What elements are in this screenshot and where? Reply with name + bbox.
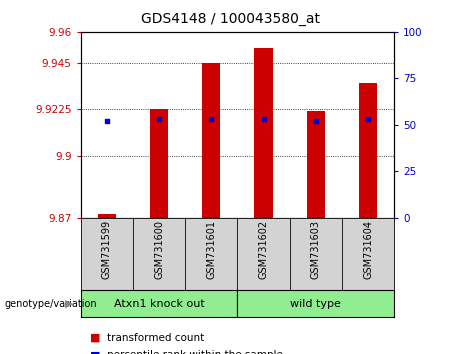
Text: ▶: ▶ xyxy=(65,298,74,309)
Bar xyxy=(150,109,168,218)
Text: transformed count: transformed count xyxy=(107,333,205,343)
Point xyxy=(207,116,215,122)
Text: ■: ■ xyxy=(90,350,100,354)
Point xyxy=(103,118,111,124)
Bar xyxy=(254,48,272,218)
Text: GSM731603: GSM731603 xyxy=(311,220,321,279)
Text: GSM731602: GSM731602 xyxy=(259,220,269,279)
Text: genotype/variation: genotype/variation xyxy=(5,298,97,309)
Bar xyxy=(98,213,116,218)
Point xyxy=(260,116,267,122)
Text: percentile rank within the sample: percentile rank within the sample xyxy=(107,350,284,354)
Bar xyxy=(359,84,377,218)
Text: GSM731600: GSM731600 xyxy=(154,220,164,279)
Point xyxy=(155,116,163,122)
Point xyxy=(312,118,319,124)
Text: GDS4148 / 100043580_at: GDS4148 / 100043580_at xyxy=(141,12,320,27)
Text: GSM731599: GSM731599 xyxy=(102,220,112,279)
Point xyxy=(364,116,372,122)
Text: ■: ■ xyxy=(90,333,100,343)
Text: GSM731601: GSM731601 xyxy=(206,220,216,279)
Text: wild type: wild type xyxy=(290,298,341,309)
Bar xyxy=(202,63,220,218)
Bar xyxy=(307,112,325,218)
Text: GSM731604: GSM731604 xyxy=(363,220,373,279)
Text: Atxn1 knock out: Atxn1 knock out xyxy=(114,298,204,309)
